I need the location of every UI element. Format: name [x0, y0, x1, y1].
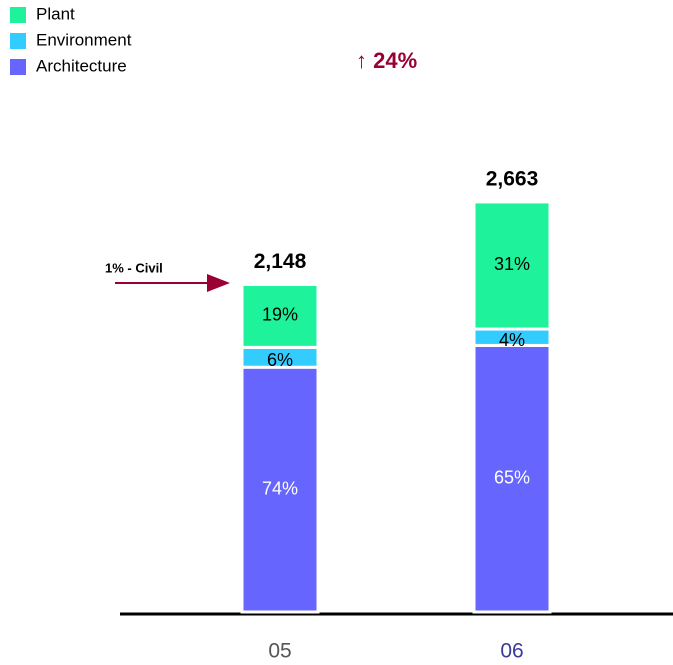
- legend-label: Environment: [36, 30, 132, 49]
- segment-label: 19%: [262, 305, 298, 325]
- legend-label: Plant: [36, 4, 75, 23]
- legend-swatch: [10, 59, 26, 75]
- legend-swatch: [10, 7, 26, 23]
- segment-label: 74%: [262, 478, 298, 498]
- x-tick-label: 06: [500, 640, 523, 663]
- total-label: 2,663: [486, 167, 539, 190]
- legend-label: Architecture: [36, 56, 127, 75]
- bar-segment: [472, 200, 552, 331]
- bar-segment: [240, 283, 320, 349]
- segment-label: 6%: [267, 350, 293, 370]
- x-tick-label: 05: [268, 640, 291, 663]
- civil-arrow-head: [207, 274, 230, 292]
- segment-label: 65%: [494, 467, 530, 487]
- civil-annotation: 1% - Civil: [105, 260, 163, 275]
- segment-label: 31%: [494, 254, 530, 274]
- growth-annotation: ↑ 24%: [356, 48, 417, 73]
- segment-label: 4%: [499, 330, 525, 350]
- total-label: 2,148: [254, 250, 307, 273]
- bar-segment: [240, 365, 320, 614]
- legend-swatch: [10, 33, 26, 49]
